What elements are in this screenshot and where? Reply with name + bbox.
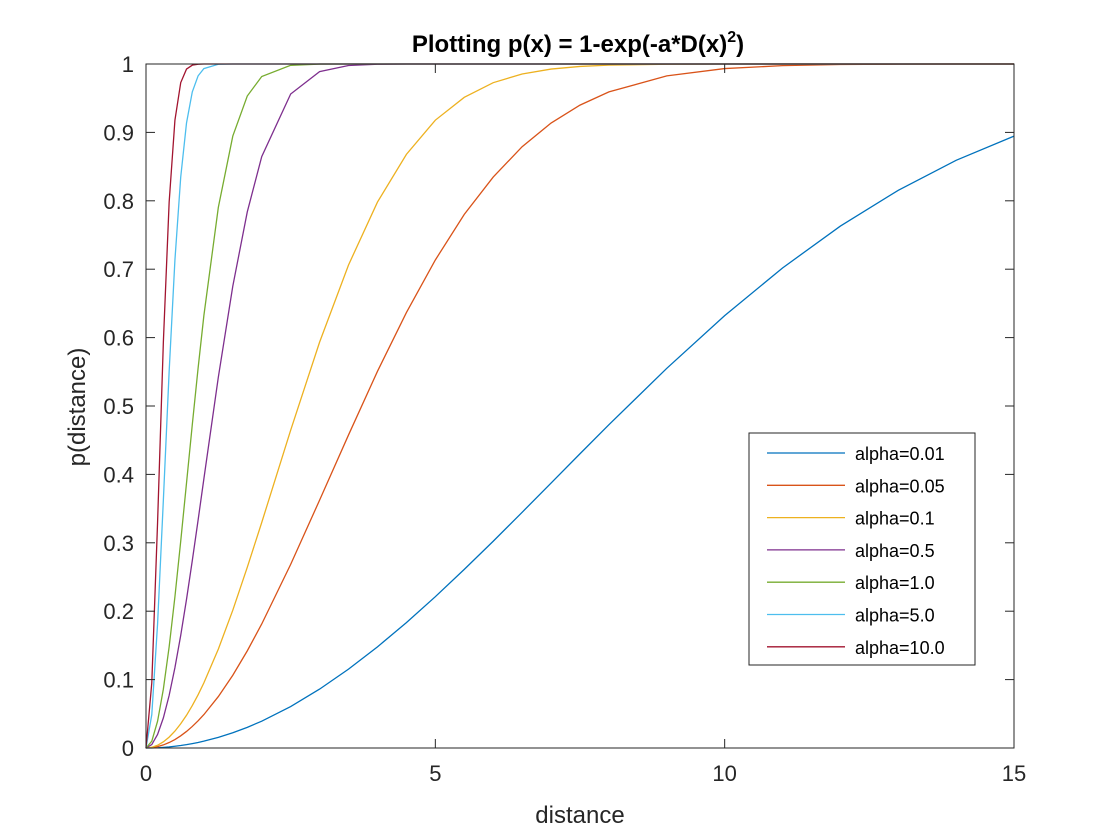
y-tick-label: 0.8: [103, 189, 134, 214]
y-tick-label: 0.3: [103, 531, 134, 556]
y-tick-label: 0.7: [103, 257, 134, 282]
y-axis-title: p(distance): [64, 348, 91, 467]
chart-title-superscript: 2: [727, 29, 736, 46]
legend-label-5: alpha=1.0: [855, 573, 935, 593]
y-tick-label: 0.9: [103, 120, 134, 145]
y-tick-label: 0.1: [103, 668, 134, 693]
x-tick-label: 5: [429, 761, 441, 786]
x-tick-label: 15: [1002, 761, 1026, 786]
plot-area: 0 5 10 15 0 0.1 0.2 0.3 0.4 0.5 0.6 0.7 0.8 0.9 1: [103, 52, 1026, 786]
legend-label-1: alpha=0.01: [855, 444, 945, 464]
chart-title-main: Plotting p(x) = 1-exp(-a*D(x): [412, 31, 727, 58]
legend-label-2: alpha=0.05: [855, 476, 945, 496]
y-tick-label: 0.6: [103, 326, 134, 351]
legend-label-3: alpha=0.1: [855, 509, 935, 529]
legend: alpha=0.01 alpha=0.05 alpha=0.1 alpha=0.5 al…: [748, 432, 976, 666]
legend-label-6: alpha=5.0: [855, 606, 935, 626]
y-tick-label: 0: [122, 736, 134, 761]
legend-label-4: alpha=0.5: [855, 541, 935, 561]
y-tick-label: 1: [122, 52, 134, 77]
series-line-1: [145, 135, 1015, 749]
chart-title-suffix: ): [736, 31, 744, 58]
chart-title: Plotting p(x) = 1-exp(-a*D(x)2): [412, 29, 744, 58]
x-tick-label: 0: [140, 761, 152, 786]
legend-label-7: alpha=10.0: [855, 638, 945, 658]
series-line-2: [145, 63, 1014, 749]
legend-box: [748, 432, 976, 666]
x-tick-label: 10: [712, 761, 736, 786]
x-axis-title: distance: [535, 802, 624, 829]
y-tick-label: 0.5: [103, 394, 134, 419]
y-tick-label: 0.4: [103, 462, 134, 487]
y-tick-label: 0.2: [103, 599, 134, 624]
